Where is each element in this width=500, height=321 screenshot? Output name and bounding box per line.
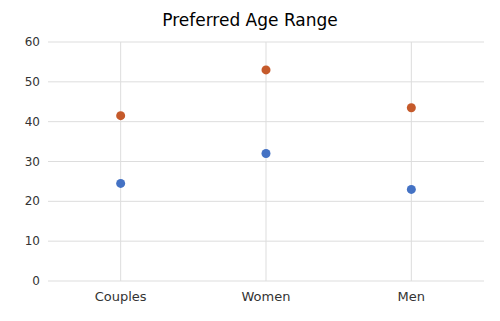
marks	[116, 65, 416, 194]
chart: 0 10 20 30 40 50 60 Couples Women Men Preferred Ag…	[0, 0, 500, 321]
dot	[407, 185, 416, 194]
y-tick-label: 50	[25, 75, 40, 89]
dot	[116, 179, 125, 188]
y-tick-label: 60	[25, 35, 40, 49]
y-tick-label: 30	[25, 155, 40, 169]
x-tick-label: Couples	[95, 289, 147, 304]
grid-line-x	[266, 42, 267, 281]
dot	[262, 65, 271, 74]
grid-line-x	[120, 42, 121, 281]
title: Preferred Age Range	[162, 10, 338, 30]
y-tick-label: 20	[25, 194, 40, 208]
y-tick-label: 40	[25, 115, 40, 129]
x-tick-label: Women	[242, 289, 291, 304]
dot	[116, 111, 125, 120]
grid	[48, 42, 484, 281]
grid-line-x	[411, 42, 412, 281]
y-tick-label: 0	[32, 274, 40, 288]
x-tick-label: Men	[398, 289, 425, 304]
y-tick-label: 10	[25, 234, 40, 248]
dot	[407, 103, 416, 112]
dot	[262, 149, 271, 158]
